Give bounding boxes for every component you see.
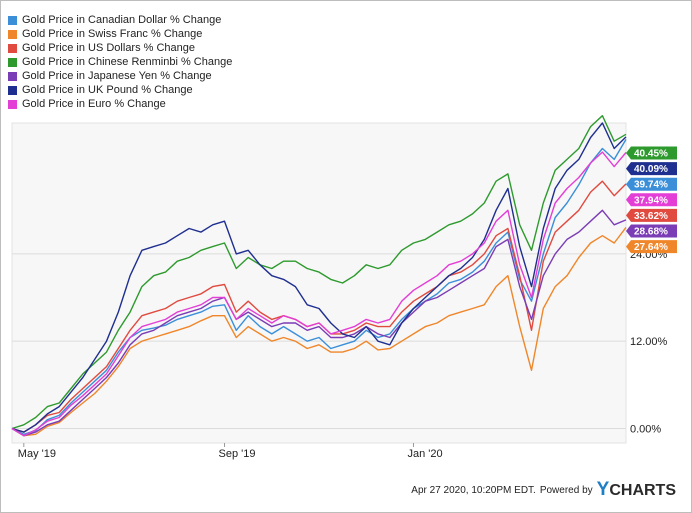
- series-lines: [11, 114, 627, 437]
- legend-label-gbp: Gold Price in UK Pound % Change: [22, 84, 193, 96]
- legend-swatch-eur: [8, 99, 17, 109]
- series-line-1[interactable]: [11, 226, 627, 437]
- end-tag-label: 40.09%: [634, 164, 668, 175]
- legend-swatch-jpy: [8, 71, 17, 81]
- legend-item-cad[interactable]: Gold Price in Canadian Dollar % Change: [8, 13, 232, 27]
- series-line-3[interactable]: [11, 114, 627, 430]
- end-tag: 39.74%: [626, 177, 677, 191]
- legend-swatch-chf: [8, 29, 17, 39]
- end-value-tags: 40.45% 40.09% 39.74% 37.94% 33.62% 28.68% 27.6…: [626, 146, 677, 254]
- x-tick-label: Jan '20: [407, 448, 442, 460]
- end-tag: 28.68%: [626, 224, 677, 238]
- end-tag-shape: [626, 224, 677, 238]
- end-tag-label: 28.68%: [634, 227, 668, 238]
- plot-area: [11, 122, 627, 444]
- end-tag: 40.45%: [626, 146, 677, 160]
- legend-swatch-cny: [8, 57, 17, 67]
- y-tick-label: 12.00%: [630, 336, 668, 348]
- y-axis-ticks: 0.00%12.00%24.00%: [630, 249, 668, 436]
- end-tag-shape: [626, 208, 677, 222]
- end-tag: 33.62%: [626, 208, 677, 222]
- legend-label-usd: Gold Price in US Dollars % Change: [22, 42, 196, 54]
- legend-label-cad: Gold Price in Canadian Dollar % Change: [22, 14, 222, 26]
- legend-item-chf[interactable]: Gold Price in Swiss Franc % Change: [8, 27, 232, 41]
- ycharts-logo-y: Y: [596, 479, 610, 500]
- legend-item-gbp[interactable]: Gold Price in UK Pound % Change: [8, 83, 232, 97]
- series-line-5[interactable]: [11, 122, 627, 433]
- legend-label-chf: Gold Price in Swiss Franc % Change: [22, 28, 203, 40]
- legend-item-cny[interactable]: Gold Price in Chinese Renminbi % Change: [8, 55, 232, 69]
- chart-footer: Apr 27 2020, 10:20PM EDT. Powered by YCH…: [411, 479, 676, 501]
- ycharts-logo[interactable]: YCHARTS: [597, 479, 676, 501]
- end-tag-shape: [626, 146, 677, 160]
- x-tick-label: May '19: [18, 448, 56, 460]
- end-tag-label: 27.64%: [634, 242, 668, 253]
- x-tick-label: Sep '19: [219, 448, 256, 460]
- end-tag: 37.94%: [626, 193, 677, 207]
- ycharts-logo-text: CHARTS: [609, 482, 676, 499]
- legend-item-jpy[interactable]: Gold Price in Japanese Yen % Change: [8, 69, 232, 83]
- legend-item-usd[interactable]: Gold Price in US Dollars % Change: [8, 41, 232, 55]
- x-axis-ticks: May '19 Sep '19 Jan '20: [18, 443, 443, 460]
- legend-label-eur: Gold Price in Euro % Change: [22, 98, 166, 110]
- end-tag-shape: [626, 193, 677, 207]
- series-line-6[interactable]: [11, 151, 627, 437]
- end-tag-shape: [626, 177, 677, 191]
- series-line-0[interactable]: [11, 139, 627, 435]
- end-tag-label: 39.74%: [634, 180, 668, 191]
- end-tag-shape: [626, 240, 677, 254]
- end-tag-label: 37.94%: [634, 195, 668, 206]
- legend-item-eur[interactable]: Gold Price in Euro % Change: [8, 97, 232, 111]
- series-line-4[interactable]: [11, 209, 627, 437]
- end-tag-shape: [626, 162, 677, 176]
- end-tag: 27.64%: [626, 240, 677, 254]
- end-tag: 40.09%: [626, 162, 677, 176]
- legend-label-cny: Gold Price in Chinese Renminbi % Change: [22, 56, 233, 68]
- end-tag-label: 40.45%: [634, 149, 668, 160]
- legend-label-jpy: Gold Price in Japanese Yen % Change: [22, 70, 212, 82]
- footer-powered-by: Powered by: [539, 484, 593, 496]
- end-tag-label: 33.62%: [634, 211, 668, 222]
- y-tick-label: 0.00%: [630, 423, 661, 435]
- footer-timestamp: Apr 27 2020, 10:20PM EDT.: [411, 484, 536, 496]
- legend-swatch-cad: [8, 15, 17, 25]
- legend-swatch-usd: [8, 43, 17, 53]
- legend-swatch-gbp: [8, 85, 17, 95]
- chart-legend: Gold Price in Canadian Dollar % Change G…: [8, 13, 232, 111]
